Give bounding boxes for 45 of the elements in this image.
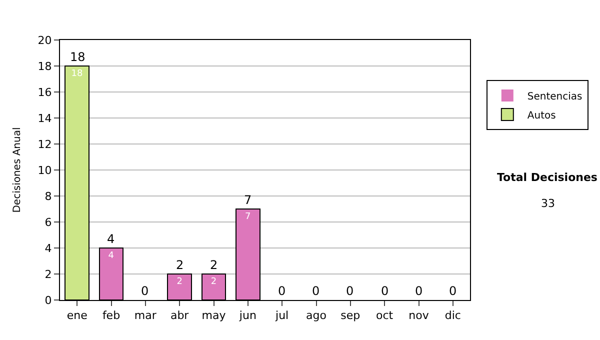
total-label: 0: [346, 284, 354, 298]
x-tick-label: dic: [444, 309, 461, 322]
text: 33: [541, 197, 555, 210]
y-axis-title: Decisiones Anual: [12, 127, 23, 213]
y-tick-label: 0: [44, 294, 52, 307]
y-tick-label: 20: [38, 34, 52, 47]
data-label: 2: [176, 277, 182, 287]
y-tick-label: 10: [38, 164, 52, 177]
x-tick-label: feb: [102, 309, 120, 322]
y-tick-label: 4: [44, 242, 52, 255]
x-tick-label: jul: [274, 309, 289, 322]
y-tick-label: 16: [38, 86, 52, 99]
y-tick-label: 14: [38, 112, 52, 125]
y-tick-label: 12: [38, 138, 52, 151]
y-tick-label: 2: [44, 268, 52, 281]
data-label: 18: [71, 69, 83, 79]
legend-label: Sentencias: [527, 91, 582, 102]
total-label: 0: [278, 284, 286, 298]
total-label: 7: [244, 193, 252, 207]
y-tick-label: 6: [44, 216, 52, 229]
total-label: 18: [70, 50, 86, 64]
x-tick-label: sep: [340, 309, 360, 322]
data-label: 7: [245, 212, 251, 222]
x-tick-label: jun: [238, 309, 256, 322]
x-tick-label: nov: [408, 309, 430, 322]
y-tick-label: 18: [38, 60, 52, 73]
total-label: 4: [107, 232, 115, 246]
data-label: 2: [210, 277, 217, 287]
x-tick-label: oct: [376, 309, 394, 322]
x-tick-label: abr: [170, 309, 190, 322]
total-label: 0: [141, 284, 149, 298]
data-label: 4: [108, 251, 114, 261]
y-tick-label: 8: [44, 190, 52, 203]
total-label: 2: [210, 258, 218, 272]
total-label: 0: [312, 284, 320, 298]
legend-label: Autos: [527, 110, 556, 122]
total-label: 0: [415, 284, 423, 298]
x-tick-label: ene: [66, 309, 88, 322]
total-label: 2: [176, 258, 184, 272]
x-tick-label: ago: [306, 309, 327, 322]
text: Total Decisiones: [497, 171, 598, 184]
x-tick-label: may: [202, 309, 226, 322]
total-label: 0: [449, 284, 457, 298]
total-label: 0: [381, 284, 389, 298]
x-tick-label: mar: [134, 309, 157, 322]
